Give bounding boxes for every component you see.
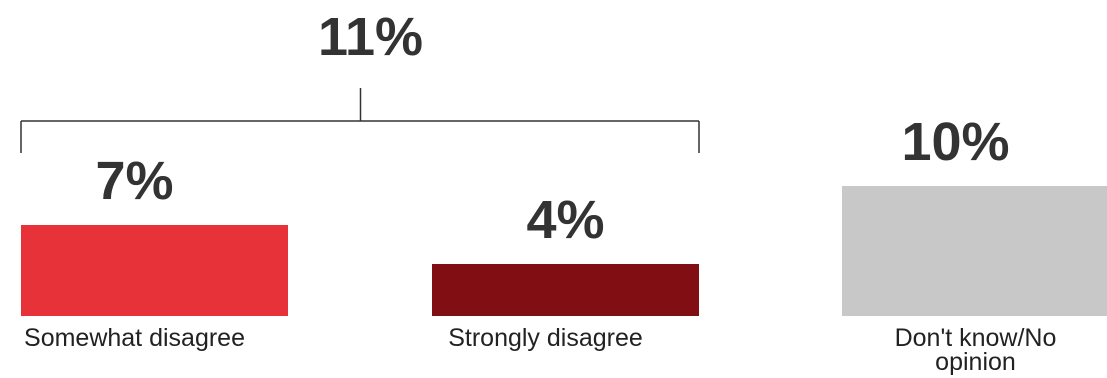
group-bracket [20,88,700,153]
bar-somewhat-disagree [21,225,288,316]
category-label-don-t-know-no-opinion: Don't know/No opinion [895,324,1057,376]
group-total-label: 11% [318,7,423,67]
bar-don-t-know-no-opinion [842,186,1107,316]
category-label-somewhat-disagree: Somewhat disagree [24,324,245,352]
labels: 7% Somewhat disagree 4% Strongly disagree 10… [24,112,1056,376]
value-label-strongly-disagree: 4% [526,190,604,250]
category-label-strongly-disagree: Strongly disagree [448,324,643,352]
value-label-don-t-know-no-opinion: 10% [901,112,1009,172]
value-label-somewhat-disagree: 7% [95,151,173,211]
bar-strongly-disagree [432,264,699,316]
bars [21,186,1107,316]
